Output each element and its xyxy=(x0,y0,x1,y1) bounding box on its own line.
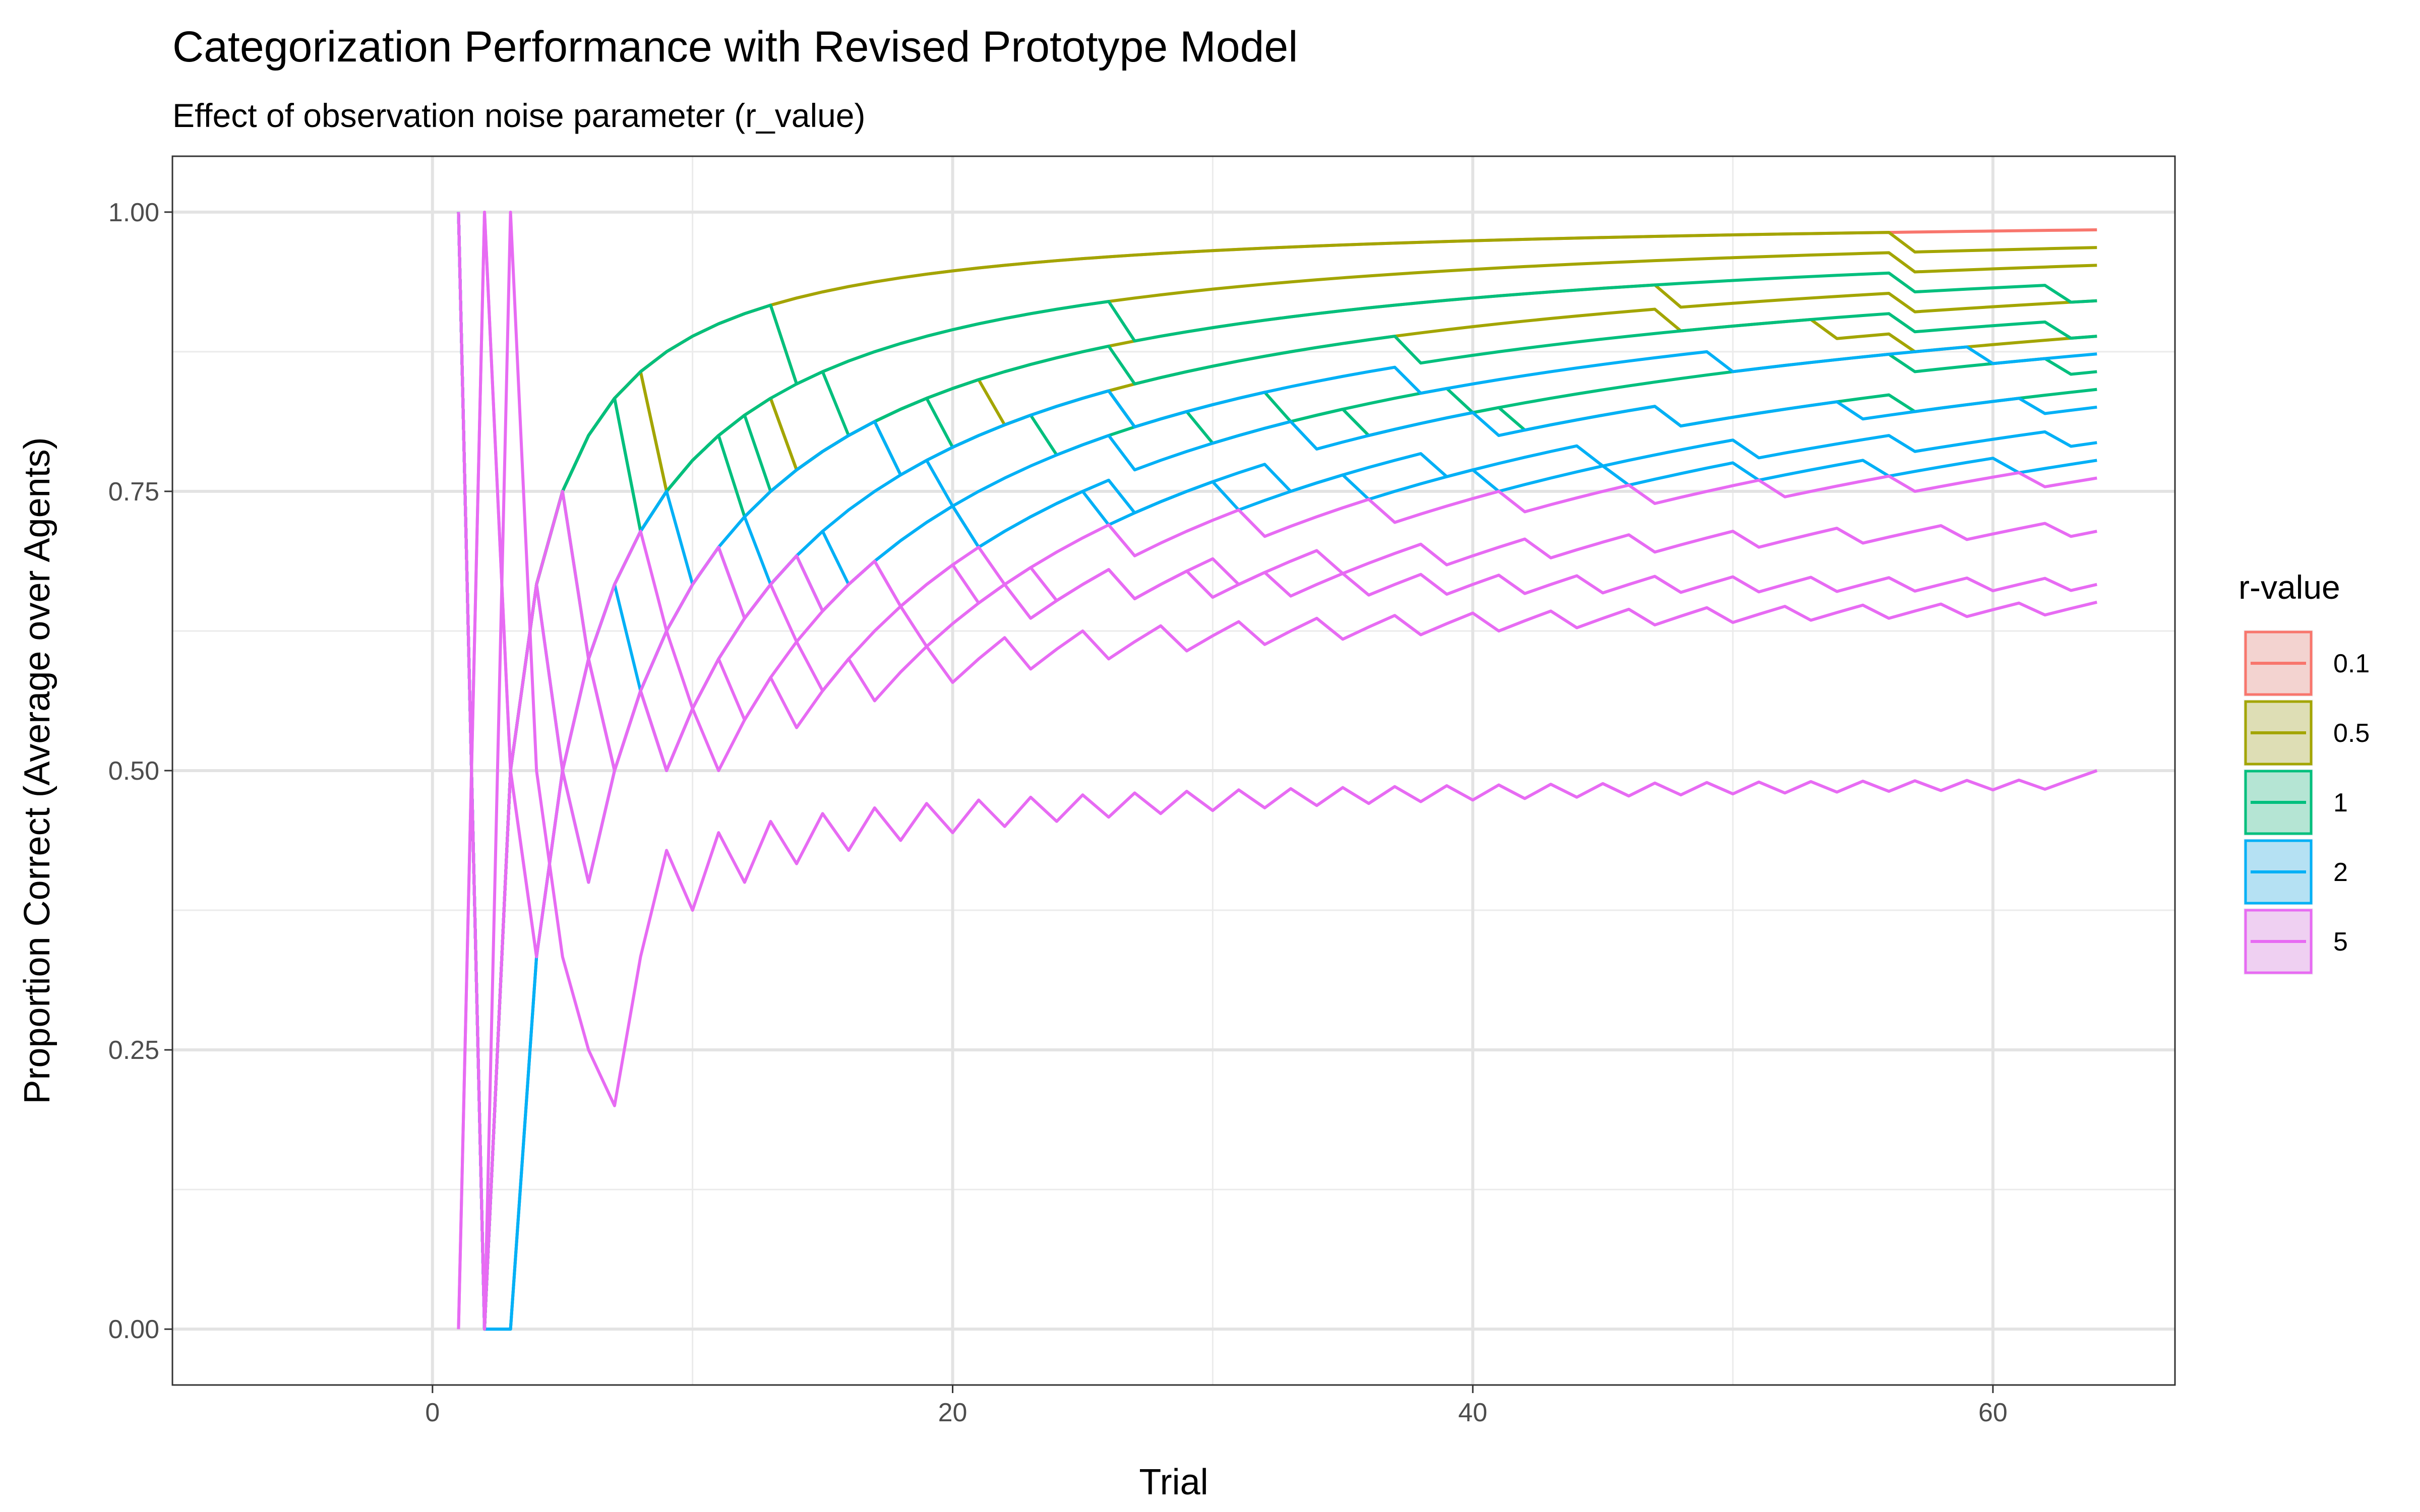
y-tick-label: 0.50 xyxy=(108,757,159,786)
chart-subtitle: Effect of observation noise parameter (r… xyxy=(172,97,866,134)
legend-label: 1 xyxy=(2333,788,2348,817)
legend-item: 0.5 xyxy=(2244,700,2370,766)
legend: r-value 0.1 0.5 1 2 5 xyxy=(2238,569,2370,975)
legend-entries: 0.1 0.5 1 2 5 xyxy=(2244,630,2370,975)
legend-label: 0.1 xyxy=(2333,649,2370,678)
legend-label: 0.5 xyxy=(2333,719,2370,748)
y-axis: 0.00 0.25 0.50 0.75 1.00 xyxy=(108,198,172,1344)
legend-item: 0.1 xyxy=(2244,630,2370,697)
y-tick-label: 1.00 xyxy=(108,198,159,227)
legend-title: r-value xyxy=(2238,569,2340,606)
grid-major xyxy=(172,156,2175,1385)
x-tick-label: 60 xyxy=(1978,1398,2008,1427)
x-axis: 0 20 40 60 xyxy=(425,1385,2008,1427)
x-tick-label: 40 xyxy=(1458,1398,1487,1427)
series-line-5 xyxy=(457,212,2097,1331)
y-tick-label: 0.25 xyxy=(108,1036,159,1065)
legend-item: 1 xyxy=(2244,769,2348,836)
y-tick-label: 0.75 xyxy=(108,477,159,507)
legend-item: 2 xyxy=(2244,839,2348,905)
x-tick-label: 20 xyxy=(938,1398,967,1427)
y-axis-title: Proportion Correct (Average over Agents) xyxy=(17,437,57,1104)
series-line-5 xyxy=(457,210,2097,1330)
plot-panel xyxy=(171,155,2176,1386)
x-axis-title: Trial xyxy=(1139,1462,1208,1502)
chart-title: Categorization Performance with Revised … xyxy=(172,23,1298,71)
series-line-5 xyxy=(457,212,2097,1331)
legend-item: 5 xyxy=(2244,908,2348,975)
legend-label: 2 xyxy=(2333,858,2348,887)
series-line-2 xyxy=(457,212,2097,1331)
series-line-5 xyxy=(457,210,2097,1330)
series-line-5 xyxy=(483,210,2098,1330)
series-layer xyxy=(457,210,2098,1331)
legend-label: 5 xyxy=(2333,927,2348,957)
series-line-1 xyxy=(457,212,2097,1331)
y-tick-label: 0.00 xyxy=(108,1315,159,1344)
x-tick-label: 0 xyxy=(425,1398,440,1427)
